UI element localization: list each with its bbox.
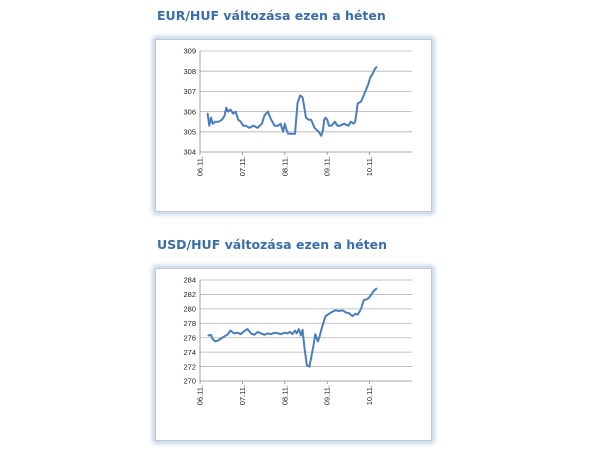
eur-huf-x-tick-label: 09.11.: [323, 156, 332, 176]
usd-huf-y-tick-label: 276: [183, 333, 196, 342]
eur-huf-chart: 304 305 306 307 308 309 06.11. 07.11. 08.11. 09.1…: [155, 39, 432, 212]
eur-huf-x-tick-label: 07.11.: [238, 156, 247, 176]
eur-huf-series-line: [206, 66, 378, 137]
eur-huf-y-tick-label: 306: [183, 107, 196, 116]
usd-huf-x-tick-label: 09.11.: [323, 385, 332, 405]
eur-huf-x-tick-label: 10.11.: [365, 156, 374, 176]
usd-huf-y-tick-label: 280: [183, 305, 196, 314]
eur-huf-y-tick-label: 308: [183, 67, 196, 76]
eur-huf-y-tick-label: 309: [183, 47, 196, 56]
usd-huf-chart-plot: 270 272 274 276 278 280 282 284 06.11. 07.11. 08.1…: [183, 276, 412, 405]
usd-huf-y-tick-label: 278: [183, 319, 196, 328]
usd-huf-chart: 270 272 274 276 278 280 282 284 06.11. 07.11. 08.1…: [155, 268, 432, 441]
eur-huf-x-tick-label: 06.11.: [196, 156, 205, 176]
usd-huf-chart-title: USD/HUF változása ezen a héten: [157, 237, 387, 252]
eur-huf-y-tick-label: 305: [183, 128, 196, 137]
usd-huf-x-tick-label: 10.11.: [365, 385, 374, 405]
eur-huf-y-tick-label: 304: [183, 148, 196, 157]
eur-huf-x-tick-label: 08.11.: [280, 156, 289, 176]
usd-huf-series-line: [207, 287, 378, 368]
usd-huf-y-tick-label: 282: [183, 290, 196, 299]
usd-huf-x-tick-label: 07.11.: [238, 385, 247, 405]
eur-huf-chart-plot: 304 305 306 307 308 309 06.11. 07.11. 08.11. 09.1…: [183, 47, 412, 176]
usd-huf-x-tick-label: 06.11.: [196, 385, 205, 405]
usd-huf-y-tick-label: 272: [183, 362, 196, 371]
usd-huf-x-tick-label: 08.11.: [280, 385, 289, 405]
usd-huf-y-tick-label: 274: [183, 348, 196, 357]
usd-huf-y-tick-label: 270: [183, 377, 196, 386]
eur-huf-y-tick-label: 307: [183, 87, 196, 96]
eur-huf-chart-title: EUR/HUF változása ezen a héten: [157, 8, 386, 23]
usd-huf-y-tick-label: 284: [183, 276, 196, 285]
